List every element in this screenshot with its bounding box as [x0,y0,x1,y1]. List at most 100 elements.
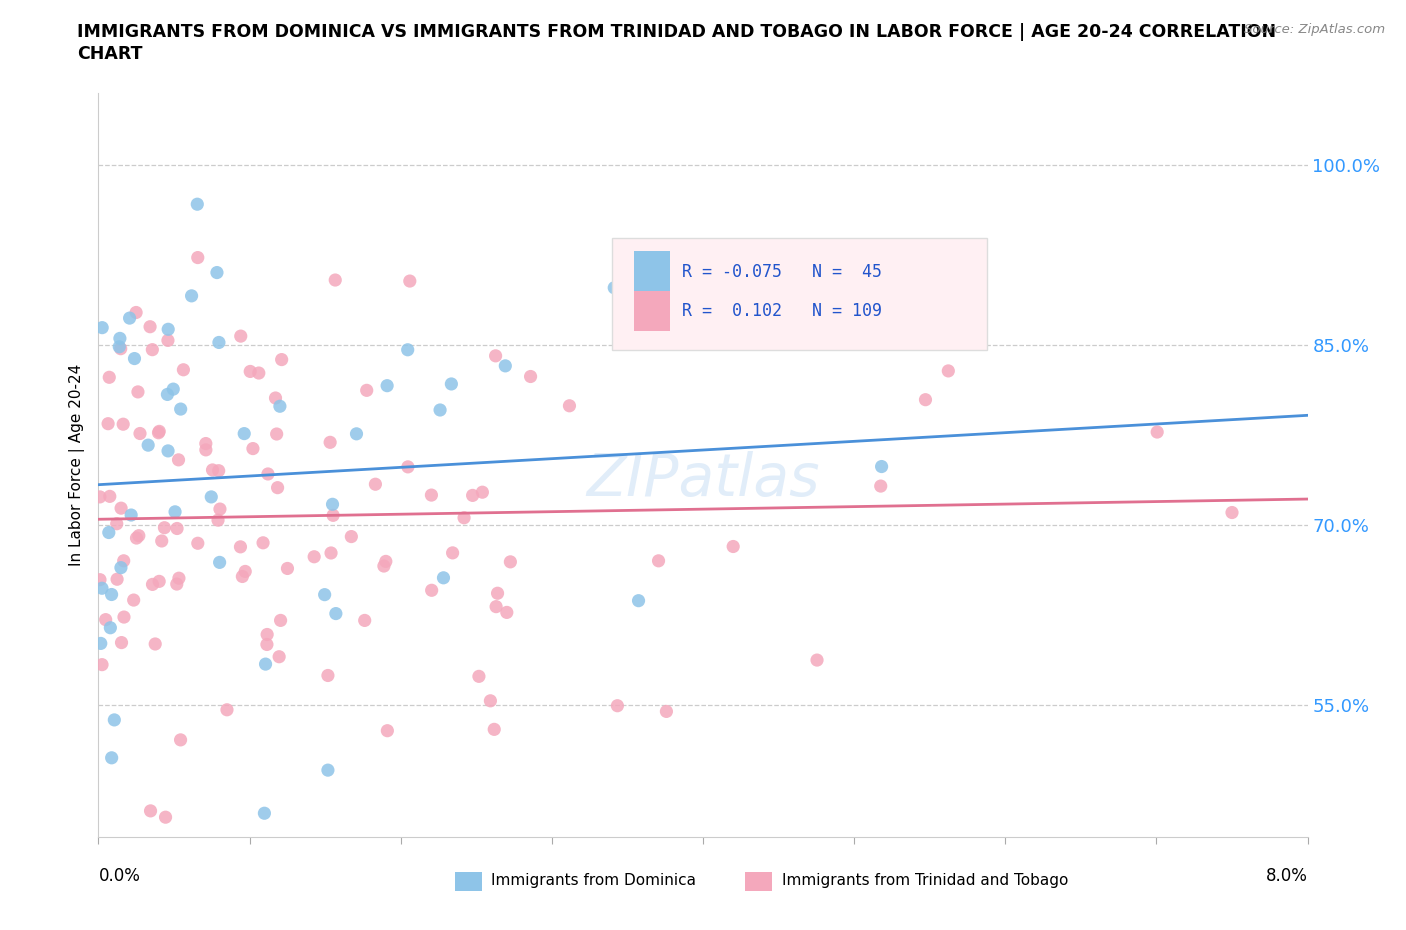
Point [229,328,252,343]
Point [90,636,112,651]
Point [257,467,280,482]
Point [150,534,173,549]
Point [166,577,188,591]
Point [484,349,506,364]
Point [200,489,222,504]
Point [471,485,494,499]
Point [319,546,342,561]
Point [112,610,135,625]
Text: 0.0%: 0.0% [98,867,141,884]
Point [322,497,344,512]
Point [129,426,152,441]
Point [89,572,111,587]
FancyBboxPatch shape [613,238,987,350]
Point [396,459,419,474]
Point [103,712,125,727]
Point [468,669,491,684]
Point [208,463,231,478]
Point [936,364,959,379]
Point [110,500,132,515]
Point [105,572,128,587]
Point [141,342,163,357]
Point [429,403,451,418]
Point [377,724,399,738]
Point [914,392,936,407]
Point [201,462,224,477]
Point [396,342,419,357]
Point [156,333,179,348]
Text: R =  0.102   N = 109: R = 0.102 N = 109 [682,302,883,320]
Point [89,489,111,504]
Point [266,480,288,495]
Point [269,399,291,414]
Point [91,581,114,596]
Point [100,751,122,765]
Point [233,564,256,578]
Point [110,560,132,575]
Point [558,398,581,413]
Point [91,320,114,335]
Point [373,559,395,574]
Point [141,577,163,591]
Text: Immigrants from Dominica: Immigrants from Dominica [492,873,696,888]
Point [153,520,176,535]
Text: Immigrants from Trinidad and Tobago: Immigrants from Trinidad and Tobago [782,873,1069,888]
Point [495,605,517,620]
Point [420,487,443,502]
Point [441,545,464,560]
Point [148,424,170,439]
Point [108,331,131,346]
Point [215,702,238,717]
Point [606,698,628,713]
Point [686,288,709,303]
Point [122,592,145,607]
Point [108,339,131,354]
Text: CHART: CHART [77,45,143,62]
Point [91,658,114,672]
Point [112,417,135,432]
Point [128,528,150,543]
Text: IMMIGRANTS FROM DOMINICA VS IMMIGRANTS FROM TRINIDAD AND TOBAGO IN LABOR FORCE |: IMMIGRANTS FROM DOMINICA VS IMMIGRANTS F… [77,23,1277,41]
Point [432,570,454,585]
Point [207,512,229,527]
Point [319,435,342,450]
Point [208,335,231,350]
Point [479,694,502,709]
Point [1220,505,1243,520]
Y-axis label: In Labor Force | Age 20-24: In Labor Force | Age 20-24 [69,364,86,566]
Point [136,438,159,453]
Point [94,612,117,627]
Point [157,322,180,337]
Point [205,265,228,280]
Point [440,377,463,392]
Point [252,536,274,551]
Point [239,364,262,379]
Point [100,587,122,602]
Point [233,426,256,441]
Point [139,319,162,334]
Point [187,250,209,265]
Point [125,531,148,546]
Point [120,508,142,523]
Point [118,311,141,325]
Point [208,501,231,516]
Point [494,358,516,373]
Text: 8.0%: 8.0% [1265,867,1308,884]
Point [256,627,278,642]
Point [156,387,179,402]
Bar [745,872,772,891]
Point [314,587,336,602]
Point [254,657,277,671]
Point [127,384,149,399]
Point [97,417,120,432]
Point [486,586,509,601]
Point [172,363,194,378]
Point [187,536,209,551]
Bar [456,872,482,891]
Point [485,599,508,614]
Point [242,441,264,456]
Point [269,649,291,664]
Point [125,305,148,320]
Point [166,521,188,536]
Point [322,508,344,523]
